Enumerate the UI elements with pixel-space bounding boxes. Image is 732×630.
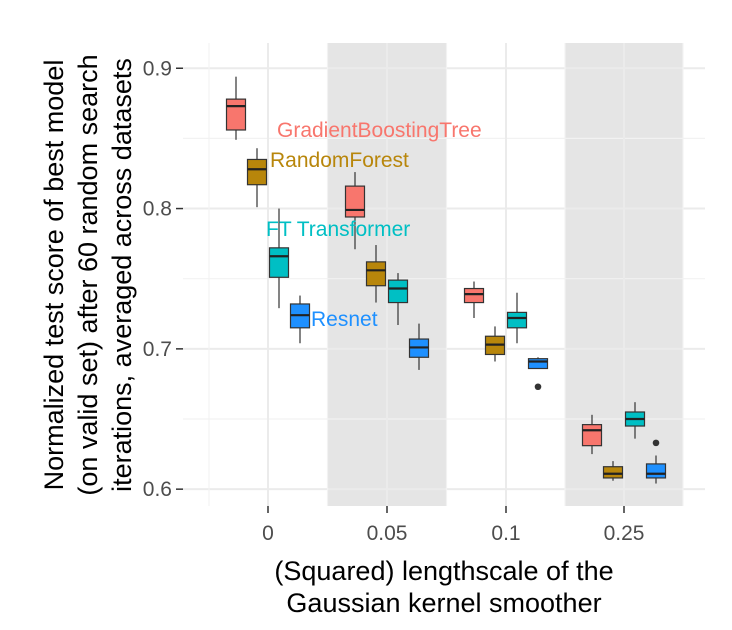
box-body <box>246 158 268 186</box>
box-body <box>225 98 247 131</box>
box-body <box>602 466 624 479</box>
x-title-line: Gaussian kernel smoother <box>286 588 601 618</box>
y-tick-label: 0.7 <box>143 338 172 361</box>
y-tick-label: 0.9 <box>143 57 172 80</box>
y-title-line: iterations, averaged across datasets <box>107 58 137 492</box>
box-randomforest-0 <box>246 148 268 208</box>
series-label-ft-transformer: FT Transformer <box>266 218 410 241</box>
y-title-line: Normalized test score of best model <box>39 60 69 491</box>
x-axis-title: (Squared) lengthscale of the Gaussian ker… <box>274 556 613 618</box>
x-tick-label: 0 <box>262 522 274 545</box>
box-gradientboostingtree-0 <box>225 76 247 140</box>
x-tick-labels: 0 0.05 0.1 0.25 <box>262 506 644 545</box>
box-ft-transformer-0.25 <box>624 402 646 439</box>
x-tick-label: 0.1 <box>491 522 520 545</box>
box-randomforest-0.25 <box>602 461 624 481</box>
y-tick-label: 0.6 <box>143 478 172 501</box>
box-resnet-0.05 <box>408 323 430 370</box>
box-gradientboostingtree-0.05 <box>344 172 366 250</box>
series-label-randomforest: RandomForest <box>270 149 409 172</box>
boxes <box>225 76 667 484</box>
box-resnet-0.1 <box>527 357 549 391</box>
box-body <box>645 463 667 479</box>
box-body <box>344 185 366 218</box>
box-body <box>365 261 387 287</box>
gridlines <box>183 43 705 506</box>
outlier-point <box>652 439 660 447</box>
box-gradientboostingtree-0.25 <box>581 414 603 455</box>
box-resnet-0.25 <box>645 439 667 484</box>
series-labels: GradientBoostingTree RandomForest FT Trans… <box>266 119 482 331</box>
outlier-point <box>534 383 542 391</box>
box-randomforest-0.1 <box>484 326 506 362</box>
box-ft-transformer-0.05 <box>387 273 409 326</box>
series-label-gradientboostingtree: GradientBoostingTree <box>277 119 482 142</box>
series-label-resnet: Resnet <box>311 308 378 331</box>
box-body <box>581 424 603 447</box>
box-body <box>387 279 409 304</box>
box-randomforest-0.05 <box>365 245 387 303</box>
x-tick-label: 0.05 <box>367 522 408 545</box>
x-tick-label: 0.25 <box>604 522 645 545</box>
y-tick-label: 0.8 <box>143 198 172 221</box>
box-gradientboostingtree-0.1 <box>463 281 485 318</box>
box-body <box>463 287 485 304</box>
y-title-line: (on valid set) after 60 random search <box>73 54 103 495</box>
box-body <box>527 358 549 370</box>
x-title-line: (Squared) lengthscale of the <box>274 556 613 586</box>
box-ft-transformer-0.1 <box>506 292 528 344</box>
box-body <box>506 311 528 329</box>
box-body <box>268 247 290 278</box>
box-ft-transformer-0 <box>268 208 290 309</box>
box-resnet-0 <box>289 295 311 344</box>
y-tick-labels: 0.6 0.7 0.8 0.9 <box>143 57 183 501</box>
